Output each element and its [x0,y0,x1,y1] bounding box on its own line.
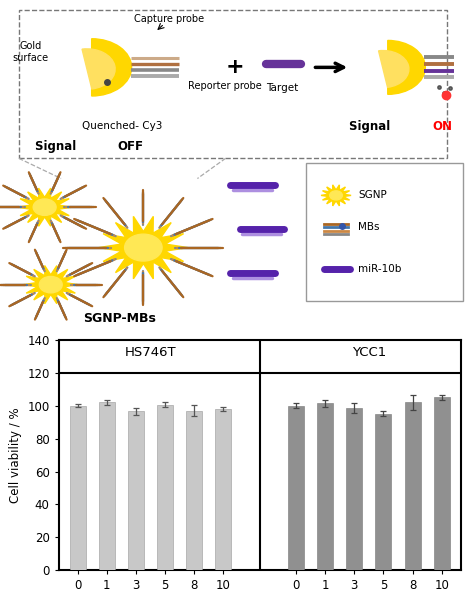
Text: SGNP: SGNP [358,190,387,200]
Polygon shape [24,265,78,304]
Text: Target: Target [266,83,298,93]
Wedge shape [82,49,115,89]
Wedge shape [378,51,409,87]
Polygon shape [321,185,351,206]
Text: Quenched- Cy3: Quenched- Cy3 [82,121,163,131]
Text: OFF: OFF [118,140,143,153]
Text: Gold
surface: Gold surface [13,41,48,63]
Text: ON: ON [432,120,453,133]
Bar [405,402,421,570]
Polygon shape [17,188,72,226]
Bar [434,397,450,570]
Bar [99,402,115,570]
Wedge shape [388,40,425,95]
Wedge shape [92,39,132,96]
FancyBboxPatch shape [19,10,446,158]
Text: HS746T: HS746T [125,346,176,359]
Bar [70,405,86,570]
Circle shape [125,234,162,261]
Bar [186,411,202,570]
Text: Signal: Signal [349,120,395,133]
Circle shape [330,191,342,200]
Circle shape [33,199,56,215]
Text: miR-10b: miR-10b [358,265,401,274]
Bar [317,403,333,570]
Text: SGNP-MBs: SGNP-MBs [83,312,157,325]
Bar [376,414,392,570]
Text: MBs: MBs [358,222,380,232]
Bar [157,405,173,570]
Text: Capture probe: Capture probe [134,14,204,24]
Bar [288,405,304,570]
Text: Signal: Signal [34,140,80,153]
Y-axis label: Cell viability / %: Cell viability / % [9,407,22,503]
Text: YCC1: YCC1 [352,346,386,359]
Text: +: + [226,57,244,77]
Circle shape [39,277,62,293]
Text: Reporter probe: Reporter probe [188,81,262,91]
Polygon shape [99,216,188,279]
Bar [128,411,144,570]
Bar [346,408,362,570]
Bar [215,409,231,570]
FancyBboxPatch shape [306,163,463,301]
